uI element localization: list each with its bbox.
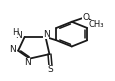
Text: O: O [81,13,88,22]
Text: CH₃: CH₃ [88,20,103,29]
Text: N: N [42,30,49,39]
Text: H: H [12,28,18,37]
Text: S: S [47,65,53,74]
Text: N: N [9,45,16,54]
Text: N: N [24,58,30,67]
Text: N: N [15,31,22,40]
